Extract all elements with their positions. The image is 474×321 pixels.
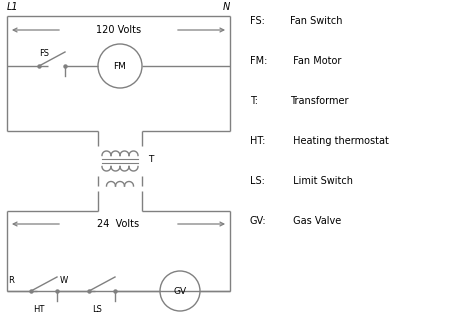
Text: Fan Motor: Fan Motor <box>290 56 341 66</box>
Text: W: W <box>60 276 68 285</box>
Text: T: T <box>148 154 154 163</box>
Text: L1: L1 <box>7 2 18 12</box>
Text: GV:: GV: <box>250 216 266 226</box>
Text: N: N <box>223 2 230 12</box>
Text: Fan Switch: Fan Switch <box>290 16 343 26</box>
Text: LS: LS <box>92 305 102 314</box>
Text: GV: GV <box>173 287 187 296</box>
Text: FM:: FM: <box>250 56 267 66</box>
Text: Gas Valve: Gas Valve <box>290 216 341 226</box>
Text: R: R <box>8 276 14 285</box>
Text: Heating thermostat: Heating thermostat <box>290 136 389 146</box>
Text: Transformer: Transformer <box>290 96 348 106</box>
Text: FS:: FS: <box>250 16 265 26</box>
Text: Limit Switch: Limit Switch <box>290 176 353 186</box>
Text: T:: T: <box>250 96 258 106</box>
Text: FM: FM <box>114 62 127 71</box>
Text: FS: FS <box>39 49 49 58</box>
Text: HT: HT <box>33 305 45 314</box>
Text: HT:: HT: <box>250 136 265 146</box>
Text: 24  Volts: 24 Volts <box>98 219 139 229</box>
Text: LS:: LS: <box>250 176 265 186</box>
Text: 120 Volts: 120 Volts <box>96 25 141 35</box>
